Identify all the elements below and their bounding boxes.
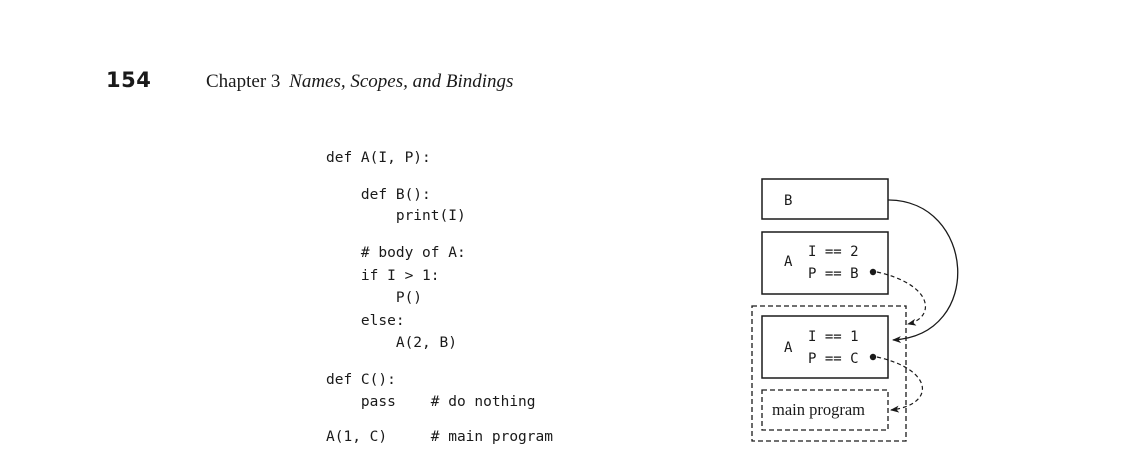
chapter-label: Chapter 3 — [206, 71, 281, 92]
frame-a-inner-i: I == 2 — [808, 244, 859, 260]
code-line: else: — [326, 313, 405, 329]
frame-a-outer-p: P == C — [808, 351, 859, 367]
frame-a-inner: A I == 2 P == B — [761, 231, 889, 295]
running-head: Chapter 3 Names, Scopes, and Bindings — [206, 71, 513, 93]
code-line: P() — [326, 290, 423, 306]
code-line: def B(): — [326, 187, 431, 203]
frame-a-inner-p: P == B — [808, 266, 859, 282]
code-line: A(2, B) — [326, 335, 457, 351]
code-line: def A(I, P): — [326, 150, 431, 166]
main-program-frame: main program — [761, 389, 889, 431]
closure-arrow-b — [876, 271, 926, 326]
pointer-dot — [869, 353, 877, 361]
code-line: def C(): — [326, 372, 396, 388]
chapter-title: Names, Scopes, and Bindings — [289, 71, 514, 92]
frame-a-outer: A I == 1 P == C — [761, 315, 889, 379]
code-line: pass # do nothing — [326, 394, 536, 410]
frame-b: B — [761, 178, 889, 220]
frame-a-outer-i: I == 1 — [808, 329, 859, 345]
closure-enclosure — [751, 305, 907, 442]
frame-b-label: B — [784, 193, 792, 209]
code-line: A(1, C) # main program — [326, 429, 553, 445]
main-program-label: main program — [772, 400, 865, 419]
code-line: if I > 1: — [326, 268, 440, 284]
frame-a-inner-label: A — [784, 254, 793, 270]
closure-arrow-c — [876, 356, 923, 413]
code-line: # body of A: — [326, 245, 466, 261]
code-line: print(I) — [326, 208, 466, 224]
static-link-arrow — [887, 199, 959, 344]
page-number: 154 — [106, 68, 152, 92]
pointer-dot — [869, 268, 877, 276]
frame-a-outer-label: A — [784, 340, 793, 356]
